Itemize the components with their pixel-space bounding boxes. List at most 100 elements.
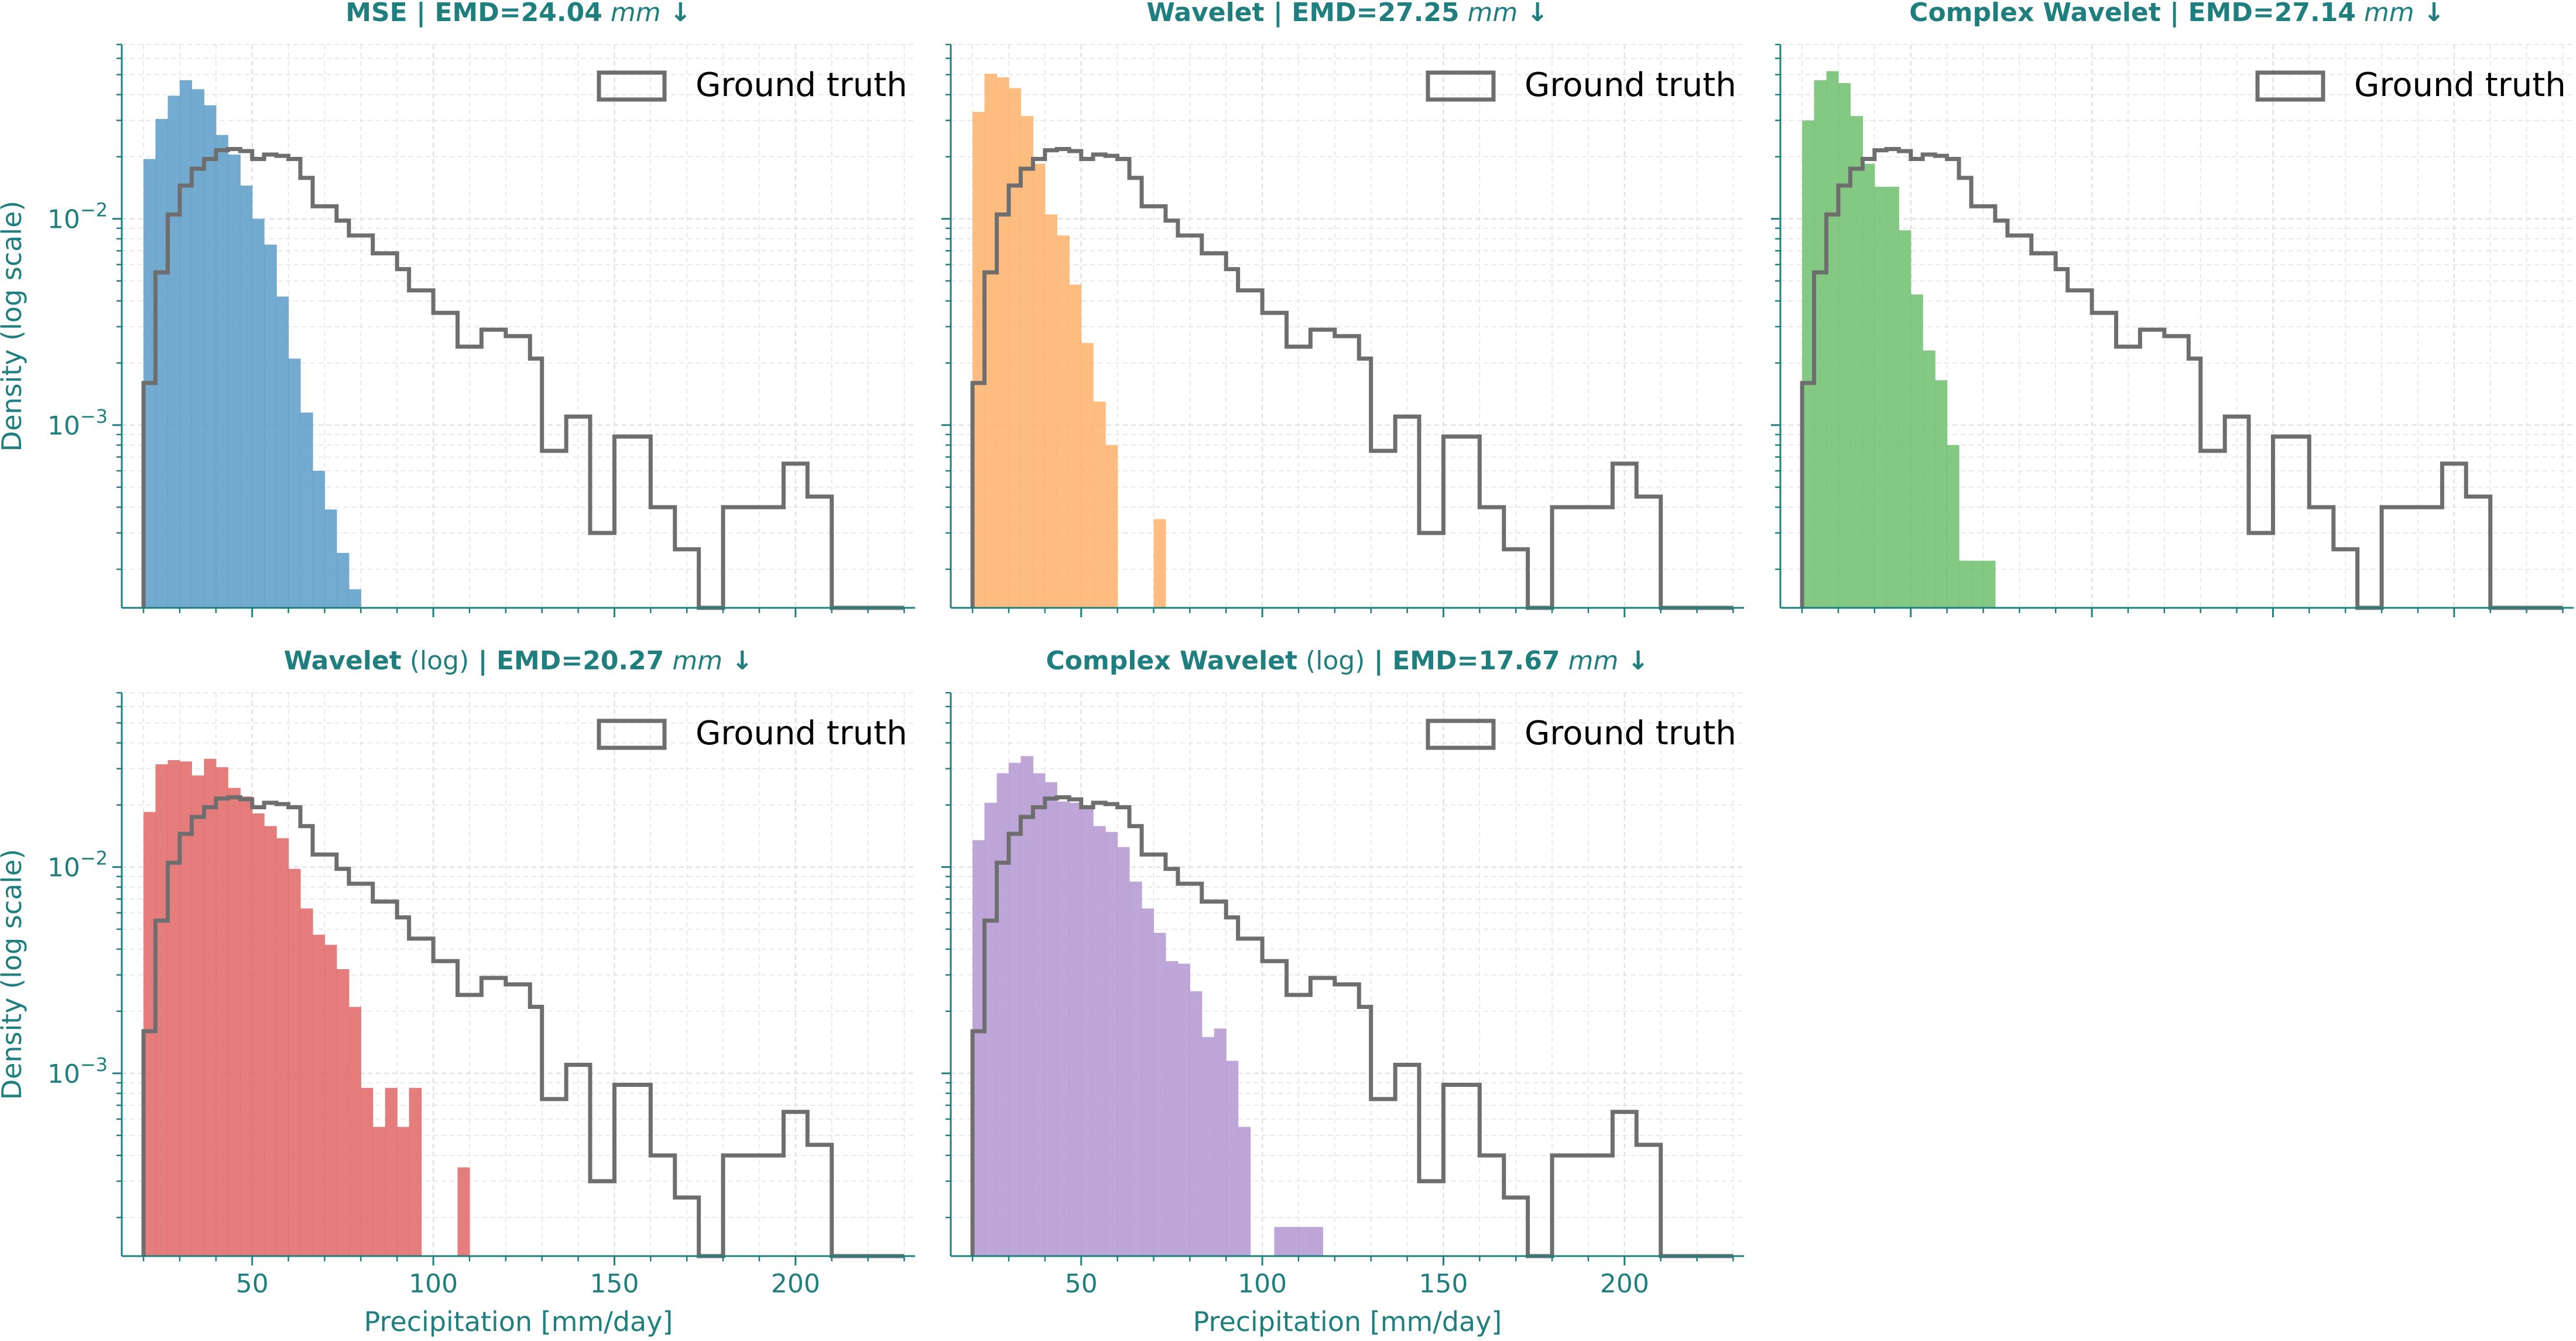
histogram-bar: [1008, 88, 1022, 608]
histogram-bar: [264, 826, 277, 1256]
histogram-bar: [1081, 343, 1094, 608]
histogram-bar: [972, 112, 985, 608]
title-unit: mm: [602, 0, 661, 28]
histogram-bar: [204, 758, 217, 1256]
histogram-bar: [336, 969, 350, 1256]
histogram-bar: [143, 812, 156, 1256]
histogram-bar: [324, 945, 337, 1256]
panel-title: Wavelet | EMD=27.25 mm ↓: [1146, 0, 1548, 28]
ground-truth-step-line: [970, 795, 1734, 1258]
histogram-bar: [1959, 560, 1972, 608]
legend-swatch: [597, 70, 667, 102]
histogram-bar: [264, 244, 277, 608]
histogram-bar: [240, 796, 253, 1256]
x-tick-label: 150: [1419, 1269, 1468, 1299]
histogram-bar: [276, 838, 289, 1256]
legend-swatch: [1426, 70, 1496, 102]
histogram-bar: [179, 80, 193, 608]
histogram-bar: [1020, 116, 1034, 608]
histogram-bar: [1874, 186, 1887, 608]
x-tick-label: 150: [590, 1269, 639, 1299]
histogram-bar: [1105, 832, 1118, 1256]
histogram-bar: [1069, 284, 1082, 608]
panel-title: Complex Wavelet (log) | EMD=17.67 mm ↓: [1046, 646, 1649, 676]
histogram-bar: [191, 89, 205, 608]
histogram-bar: [1298, 1227, 1311, 1256]
histogram-bar: [300, 908, 313, 1256]
histogram-bar: [1910, 294, 1923, 608]
y-tick-base: 10: [47, 853, 80, 883]
y-tick-label: 10−3: [47, 1053, 108, 1089]
title-sep: |: [1265, 0, 1292, 28]
y-tick-base: 10: [47, 205, 80, 235]
panel-p3: Complex Wavelet | EMD=27.14 mm ↓ Ground t…: [1771, 0, 2574, 617]
legend-label: Ground truth: [696, 714, 907, 752]
bars: [972, 756, 1324, 1256]
title-arrow: ↓: [2414, 0, 2445, 28]
histogram-bar: [409, 1087, 422, 1256]
histogram-bar: [1310, 1227, 1324, 1256]
histogram-bar: [276, 296, 289, 608]
panel-title: MSE | EMD=24.04 mm ↓: [345, 0, 691, 28]
histogram-bar: [1802, 120, 1815, 608]
legend: Ground truth: [1426, 714, 1736, 752]
histogram-bar: [1177, 963, 1190, 1256]
histogram-bar: [1814, 80, 1827, 608]
histogram-bar: [1153, 519, 1166, 608]
histogram-bar: [288, 358, 301, 608]
histogram-bar: [1226, 1061, 1239, 1256]
histogram-bar: [288, 868, 301, 1256]
title-arrow: ↓: [1517, 0, 1548, 28]
title-sep: |: [1365, 646, 1392, 676]
title-arrow: ↓: [722, 646, 753, 676]
y-tick-base: 10: [47, 411, 80, 441]
histogram-bar: [1093, 826, 1106, 1256]
title-normal: (log): [1297, 646, 1365, 676]
panel-p2: Wavelet | EMD=27.25 mm ↓ Ground truth: [941, 0, 1744, 617]
legend: Ground truth: [1426, 66, 1736, 104]
legend-label: Ground truth: [696, 66, 907, 104]
histogram-bar: [167, 95, 180, 608]
x-tick-label: 100: [1238, 1269, 1287, 1299]
title-emd-label: EMD=: [434, 0, 520, 28]
legend-swatch: [2255, 70, 2325, 102]
bars: [1802, 71, 1996, 608]
histogram-bar: [397, 1127, 410, 1256]
histogram-bar: [1899, 230, 1912, 608]
histogram-bar: [1862, 163, 1875, 608]
title-bold: Complex Wavelet: [1909, 0, 2161, 28]
x-tick-label: 50: [236, 1269, 269, 1299]
histogram-bar: [1923, 350, 1936, 608]
histogram-bar: [215, 135, 228, 608]
title-emd-label: EMD=: [496, 646, 583, 676]
title-bold: Complex Wavelet: [1046, 646, 1297, 676]
title-unit: mm: [664, 646, 722, 676]
bars: [143, 80, 361, 608]
histogram-bar: [385, 1087, 398, 1256]
histogram-bar: [1838, 83, 1851, 608]
legend: Ground truth: [2255, 66, 2566, 104]
panel-p5: 50 100 150 200 Precipitation [mm/day] Complex…: [941, 646, 1744, 1337]
histogram-bar: [1057, 801, 1070, 1256]
title-normal: (log): [402, 646, 469, 676]
histogram-bar: [1238, 1127, 1251, 1256]
x-tick-label: 200: [1600, 1269, 1649, 1299]
ground-truth-step-line: [141, 146, 905, 610]
histogram-bar: [972, 840, 985, 1256]
y-tick-label: 10−2: [47, 847, 108, 883]
ground-truth-step-line: [970, 146, 1734, 610]
title-bold: Wavelet: [1146, 0, 1264, 28]
histogram-bar: [167, 760, 180, 1256]
histogram-bar: [1129, 881, 1142, 1256]
x-tick-label: 50: [1065, 1269, 1098, 1299]
histogram-bar: [1117, 847, 1130, 1256]
title-bold: Wavelet: [284, 646, 402, 676]
y-axis-label: Density (log scale): [0, 201, 28, 452]
ground-truth-step-line: [1800, 146, 2563, 610]
histogram-bar: [1935, 380, 1948, 608]
bars: [972, 73, 1166, 608]
y-tick-exponent: −3: [80, 405, 108, 427]
histogram-bar: [313, 471, 326, 608]
